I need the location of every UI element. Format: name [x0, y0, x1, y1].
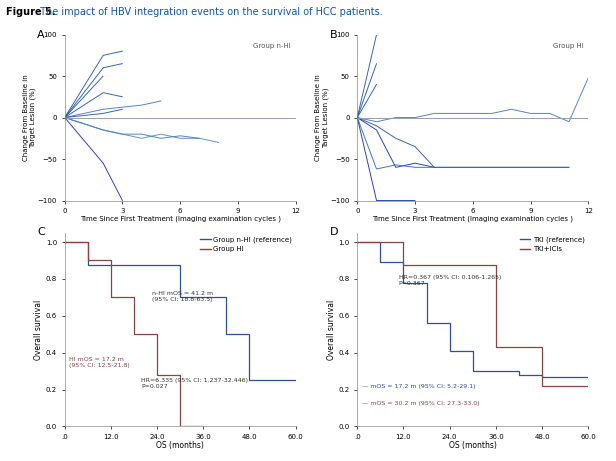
Text: A: A — [37, 30, 44, 40]
Text: Group HI: Group HI — [553, 43, 584, 49]
X-axis label: Time Since First Treatment (Imaging examination cycles ): Time Since First Treatment (Imaging exam… — [79, 216, 281, 222]
Text: B: B — [330, 30, 337, 40]
Y-axis label: Change From Baseline in
Target Lesion (%): Change From Baseline in Target Lesion (%… — [23, 74, 36, 161]
Text: — mOS = 17.2 m (95% CI: 5.2-29.1): — mOS = 17.2 m (95% CI: 5.2-29.1) — [362, 384, 476, 389]
Legend: Group n-HI (reference), Group HI: Group n-HI (reference), Group HI — [200, 236, 292, 252]
X-axis label: OS (months): OS (months) — [449, 442, 496, 450]
Text: n-HI mOS = 41.2 m
(95% CI: 18.8-63.5): n-HI mOS = 41.2 m (95% CI: 18.8-63.5) — [152, 291, 214, 301]
X-axis label: OS (months): OS (months) — [156, 442, 204, 450]
Text: Figure 5.: Figure 5. — [6, 7, 55, 17]
Text: C: C — [37, 227, 45, 237]
Y-axis label: Overall survival: Overall survival — [34, 300, 43, 360]
Text: Group n-HI: Group n-HI — [253, 43, 291, 49]
Text: HR=6.335 (95% CI: 1.237-32.446)
P=0.027: HR=6.335 (95% CI: 1.237-32.446) P=0.027 — [141, 378, 248, 389]
X-axis label: Time Since First Treatment (Imaging examination cycles ): Time Since First Treatment (Imaging exam… — [372, 216, 573, 222]
Text: HR=0.367 (95% CI: 0.106-1.265)
P=0.367: HR=0.367 (95% CI: 0.106-1.265) P=0.367 — [399, 275, 501, 286]
Text: — mOS = 30.2 m (95% CI: 27.3-33.0): — mOS = 30.2 m (95% CI: 27.3-33.0) — [362, 401, 479, 406]
Text: HI mOS = 17.2 m
(95% CI: 12.5-21.8): HI mOS = 17.2 m (95% CI: 12.5-21.8) — [69, 357, 130, 367]
Y-axis label: Change From Baseline in
Target Lesion (%): Change From Baseline in Target Lesion (%… — [315, 74, 329, 161]
Legend: TKI (reference), TKI+ICIs: TKI (reference), TKI+ICIs — [520, 236, 585, 252]
Y-axis label: Overall survival: Overall survival — [326, 300, 336, 360]
Text: D: D — [330, 227, 338, 237]
Text: The impact of HBV integration events on the survival of HCC patients.: The impact of HBV integration events on … — [37, 7, 383, 17]
